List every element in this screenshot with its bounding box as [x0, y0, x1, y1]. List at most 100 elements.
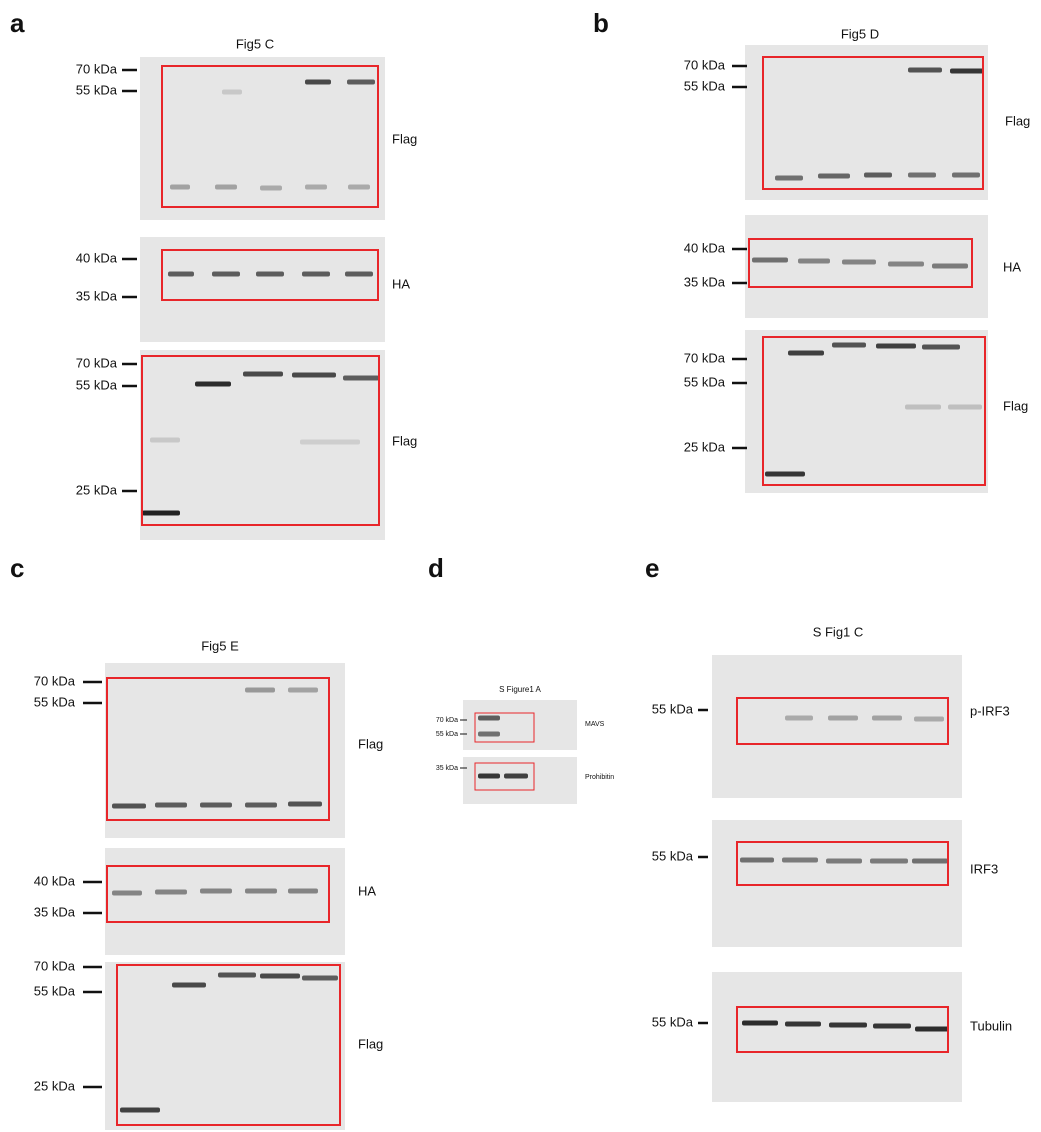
- marker-label: 70 kDa: [76, 61, 118, 76]
- marker-label: 25 kDa: [76, 482, 118, 497]
- panel-letter: c: [10, 553, 24, 583]
- band: [828, 716, 858, 721]
- band: [798, 259, 830, 264]
- band: [752, 258, 788, 263]
- panel-letter: d: [428, 553, 444, 583]
- band: [915, 1027, 949, 1032]
- band: [112, 891, 142, 896]
- marker-label: 35 kDa: [34, 904, 76, 919]
- band: [343, 376, 379, 381]
- panel-letter: e: [645, 553, 659, 583]
- blot-label: Prohibitin: [585, 774, 614, 781]
- gel: [712, 972, 962, 1102]
- blot-label: Flag: [392, 433, 417, 448]
- band: [245, 688, 275, 693]
- band: [120, 1108, 160, 1113]
- blot-label: Flag: [1005, 113, 1030, 128]
- band: [170, 185, 190, 190]
- marker-label: 40 kDa: [34, 873, 76, 888]
- band: [260, 974, 300, 979]
- band: [168, 272, 194, 277]
- marker-label: 55 kDa: [652, 1014, 694, 1029]
- blot-label: Flag: [392, 131, 417, 146]
- marker-label: 70 kDa: [684, 350, 726, 365]
- panel-letter: a: [10, 8, 25, 38]
- band: [952, 173, 980, 178]
- band: [302, 272, 330, 277]
- band: [908, 173, 936, 178]
- page: a Fig5 C 70 kDa 55 kDa Flag 40 kDa 35 kDa HA 70 …: [0, 0, 1041, 1132]
- band: [908, 68, 942, 73]
- band: [260, 186, 282, 191]
- gel: [463, 757, 577, 804]
- band: [218, 973, 256, 978]
- panel-title: Fig5 D: [841, 26, 879, 41]
- marker-label: 35 kDa: [76, 288, 118, 303]
- band: [765, 472, 805, 477]
- blot-label: p-IRF3: [970, 703, 1010, 718]
- blot-label: HA: [358, 883, 376, 898]
- band: [785, 1022, 821, 1027]
- marker-label: 55 kDa: [76, 82, 118, 97]
- band: [785, 716, 813, 721]
- marker-label: 70 kDa: [684, 57, 726, 72]
- band: [742, 1021, 778, 1026]
- marker-label: 55 kDa: [684, 374, 726, 389]
- band: [950, 69, 984, 74]
- band: [504, 774, 528, 779]
- marker-label: 70 kDa: [76, 355, 118, 370]
- band: [222, 90, 242, 95]
- marker-label: 70 kDa: [436, 717, 458, 724]
- band: [922, 345, 960, 350]
- marker-label: 25 kDa: [684, 439, 726, 454]
- band: [288, 802, 322, 807]
- band: [864, 173, 892, 178]
- band: [305, 80, 331, 85]
- band: [818, 174, 850, 179]
- band: [829, 1023, 867, 1028]
- marker-label: 40 kDa: [76, 250, 118, 265]
- marker-label: 55 kDa: [684, 78, 726, 93]
- band: [345, 272, 373, 277]
- band: [142, 511, 180, 516]
- band: [348, 185, 370, 190]
- figure: a Fig5 C 70 kDa 55 kDa Flag 40 kDa 35 kDa HA 70 …: [0, 0, 1041, 1132]
- band: [888, 262, 924, 267]
- marker-label: 55 kDa: [34, 983, 76, 998]
- band: [347, 80, 375, 85]
- band: [740, 858, 774, 863]
- band: [775, 176, 803, 181]
- blot-label: Flag: [358, 1036, 383, 1051]
- band: [155, 803, 187, 808]
- panel-title: Fig5 E: [201, 638, 239, 653]
- marker-label: 35 kDa: [684, 274, 726, 289]
- marker-label: 35 kDa: [436, 765, 458, 772]
- panel-title: Fig5 C: [236, 36, 274, 51]
- marker-label: 55 kDa: [76, 377, 118, 392]
- band: [912, 859, 948, 864]
- band: [215, 185, 237, 190]
- panel-title: S Figure1 A: [499, 685, 541, 694]
- blot-label: Tubulin: [970, 1018, 1012, 1033]
- blot-label: Flag: [358, 736, 383, 751]
- marker-label: 55 kDa: [652, 848, 694, 863]
- band: [300, 440, 360, 445]
- band: [200, 889, 232, 894]
- marker-label: 70 kDa: [34, 958, 76, 973]
- marker-label: 40 kDa: [684, 240, 726, 255]
- band: [478, 774, 500, 779]
- gel: [712, 655, 962, 798]
- blot-label: Flag: [1003, 398, 1028, 413]
- band: [788, 351, 824, 356]
- band: [782, 858, 818, 863]
- band: [832, 343, 866, 348]
- band: [243, 372, 283, 377]
- band: [288, 889, 318, 894]
- gel: [105, 848, 345, 955]
- band: [905, 405, 941, 410]
- marker-label: 55 kDa: [652, 701, 694, 716]
- blot-label: HA: [1003, 259, 1021, 274]
- band: [150, 438, 180, 443]
- band: [245, 803, 277, 808]
- blot-label: HA: [392, 276, 410, 291]
